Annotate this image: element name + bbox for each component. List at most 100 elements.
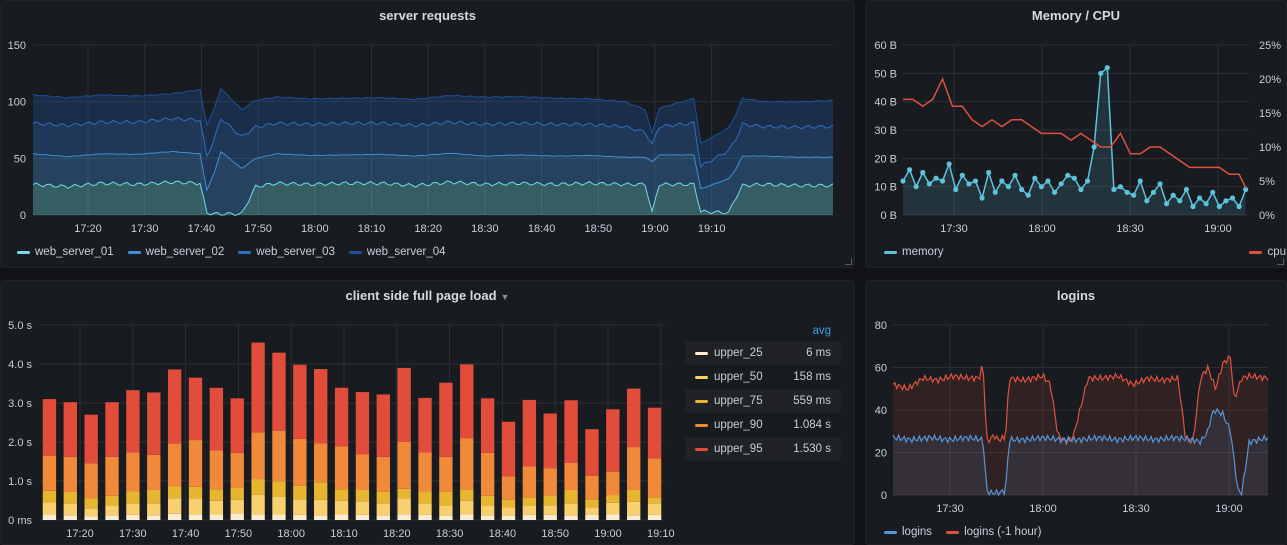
legend-label: logins (-1 hour) — [964, 526, 1042, 538]
bar-upper_75 — [251, 479, 265, 495]
bar-upper_95 — [167, 369, 182, 444]
logins-chart[interactable]: 0 20 40 60 80 17:30 18:00 18:30 19:00 — [866, 281, 1287, 545]
y-tick-label: 30 B — [874, 125, 897, 137]
y-tick-label: 0 — [881, 490, 887, 502]
legend-label: memory — [902, 246, 944, 258]
panel-memory-cpu[interactable]: Memory / CPU 0 B 10 B 20 B 30 B 40 B 50 B 60 B… — [865, 0, 1287, 268]
table-legend-row[interactable]: upper_90 1.084 s — [685, 413, 841, 437]
bar-upper_50 — [251, 494, 265, 515]
memory-point — [1091, 144, 1097, 150]
series-area-logins — [893, 408, 1268, 495]
bar-upper_25 — [543, 514, 557, 520]
bar-upper_95 — [42, 399, 57, 456]
bar-upper_95 — [543, 413, 557, 469]
legend-item[interactable]: web_server_02 — [127, 246, 224, 258]
memory-point — [946, 161, 952, 167]
bar-upper_25 — [397, 514, 411, 520]
x-tick-label: 17:40 — [172, 528, 200, 540]
bar-upper_90 — [251, 432, 265, 480]
bar-upper_90 — [397, 442, 411, 489]
legend-item-cpu[interactable]: cpu — [1249, 246, 1286, 258]
series-area-logins (-1 hour) — [893, 356, 1268, 495]
table-legend-row[interactable]: upper_75 559 ms — [685, 389, 841, 413]
chevron-down-icon[interactable]: ▼ — [500, 292, 510, 302]
legend-left: memory — [884, 246, 944, 258]
y-tick-label: 0 — [20, 210, 26, 222]
legend-item[interactable]: web_server_03 — [238, 246, 335, 258]
bar-upper_50 — [272, 496, 286, 515]
x-tick-label: 18:20 — [383, 528, 411, 540]
x-tick-label: 17:20 — [74, 223, 102, 235]
bar-upper_75 — [63, 491, 77, 504]
resize-handle[interactable] — [845, 258, 852, 265]
table-legend-row[interactable]: upper_25 6 ms — [685, 341, 841, 365]
x-tick-label: 19:10 — [698, 223, 726, 235]
memory-point — [959, 172, 965, 178]
memory-point — [1065, 172, 1071, 178]
legend-item[interactable]: web_server_04 — [348, 246, 446, 258]
memory-point — [953, 186, 959, 193]
bar-upper_95 — [105, 402, 119, 457]
bar-upper_75 — [501, 499, 516, 508]
panel-title[interactable]: server requests — [379, 8, 476, 23]
panel-title[interactable]: Memory / CPU — [1031, 8, 1121, 23]
y-tick-label: 10 B — [874, 182, 897, 194]
panel-page-load[interactable]: client side full page load ▼ 0 ms 1.0 s 2.0… — [0, 280, 855, 545]
bar-upper_75 — [230, 488, 244, 500]
legend-item[interactable]: logins (-1 hour) — [946, 526, 1041, 538]
series-line-web_server_03 — [32, 117, 834, 169]
legend-item[interactable]: logins — [884, 526, 932, 538]
table-legend-row[interactable]: upper_95 1.530 s — [685, 437, 841, 461]
bar-upper_75 — [376, 491, 390, 504]
bar-upper_25 — [230, 513, 244, 520]
legend-label: web_server_03 — [256, 246, 335, 258]
memory-point — [979, 195, 985, 201]
legend-item[interactable]: web_server_01 — [17, 246, 114, 258]
legend-avg-value: 559 ms — [793, 395, 831, 407]
legend-label: logins — [902, 526, 933, 538]
y-tick-label: 0 B — [880, 210, 897, 222]
bar-upper_95 — [647, 407, 662, 459]
series-line-logins — [892, 407, 1269, 497]
bar-upper_95 — [376, 394, 390, 457]
bar-upper_75 — [209, 489, 224, 501]
legend-label: upper_50 — [714, 371, 763, 383]
memory-cpu-chart[interactable]: 0 B 10 B 20 B 30 B 40 B 50 B 60 B 0% 5% 10% 15% 20%… — [866, 1, 1287, 268]
panel-server-requests[interactable]: server requests 0 50 100 150 17:20 17:30 17:40… — [0, 0, 855, 268]
x-tick-label: 17:20 — [66, 528, 94, 540]
server-requests-chart[interactable]: 0 50 100 150 17:20 17:30 17:40 17:50 18:00 18:10 1… — [1, 1, 855, 268]
memory-point — [939, 178, 946, 184]
panel-title[interactable]: client side full page load ▼ — [1, 288, 854, 303]
x-tick-label: 19:00 — [594, 528, 622, 540]
series-swatch — [695, 375, 708, 379]
bar-upper_90 — [627, 447, 641, 490]
bar-upper_50 — [564, 503, 578, 516]
bar-upper_75 — [314, 482, 328, 500]
bar-upper_90 — [42, 455, 57, 491]
panel-title[interactable]: logins — [1056, 288, 1096, 303]
panel-logins[interactable]: logins 0 20 40 60 80 17:30 18:00 18:30 19:00 log… — [865, 280, 1287, 545]
table-legend-row[interactable]: upper_50 158 ms — [685, 365, 841, 389]
memory-point — [1243, 186, 1249, 193]
bar-upper_50 — [647, 503, 662, 515]
bar-upper_95 — [188, 377, 203, 441]
bar-upper_75 — [585, 499, 599, 508]
page-load-chart[interactable]: 0 ms 1.0 s 2.0 s 3.0 s 4.0 s 5.0 s 17:20 17:30 1… — [1, 281, 855, 545]
bar-upper_90 — [647, 458, 662, 498]
memory-point — [1019, 186, 1025, 193]
legend-column-header-avg[interactable]: avg — [812, 325, 831, 337]
x-tick-label: 17:30 — [936, 503, 964, 515]
series-swatch — [695, 423, 708, 427]
y2-tick-label: 25% — [1259, 40, 1281, 52]
table-legend-rows: upper_25 6 ms upper_50 158 ms upper_75 559 ms… — [685, 341, 841, 461]
bar-upper_25 — [42, 514, 57, 520]
resize-handle[interactable] — [1277, 258, 1284, 265]
bar-upper_90 — [376, 456, 390, 492]
bar-upper_95 — [585, 429, 599, 476]
bar-upper_75 — [42, 490, 57, 503]
legend-item-memory[interactable]: memory — [884, 246, 944, 258]
x-tick-label: 17:30 — [940, 223, 968, 235]
bar-upper_75 — [522, 497, 537, 506]
bar-upper_75 — [293, 485, 307, 500]
legend-label: web_server_04 — [366, 246, 446, 258]
